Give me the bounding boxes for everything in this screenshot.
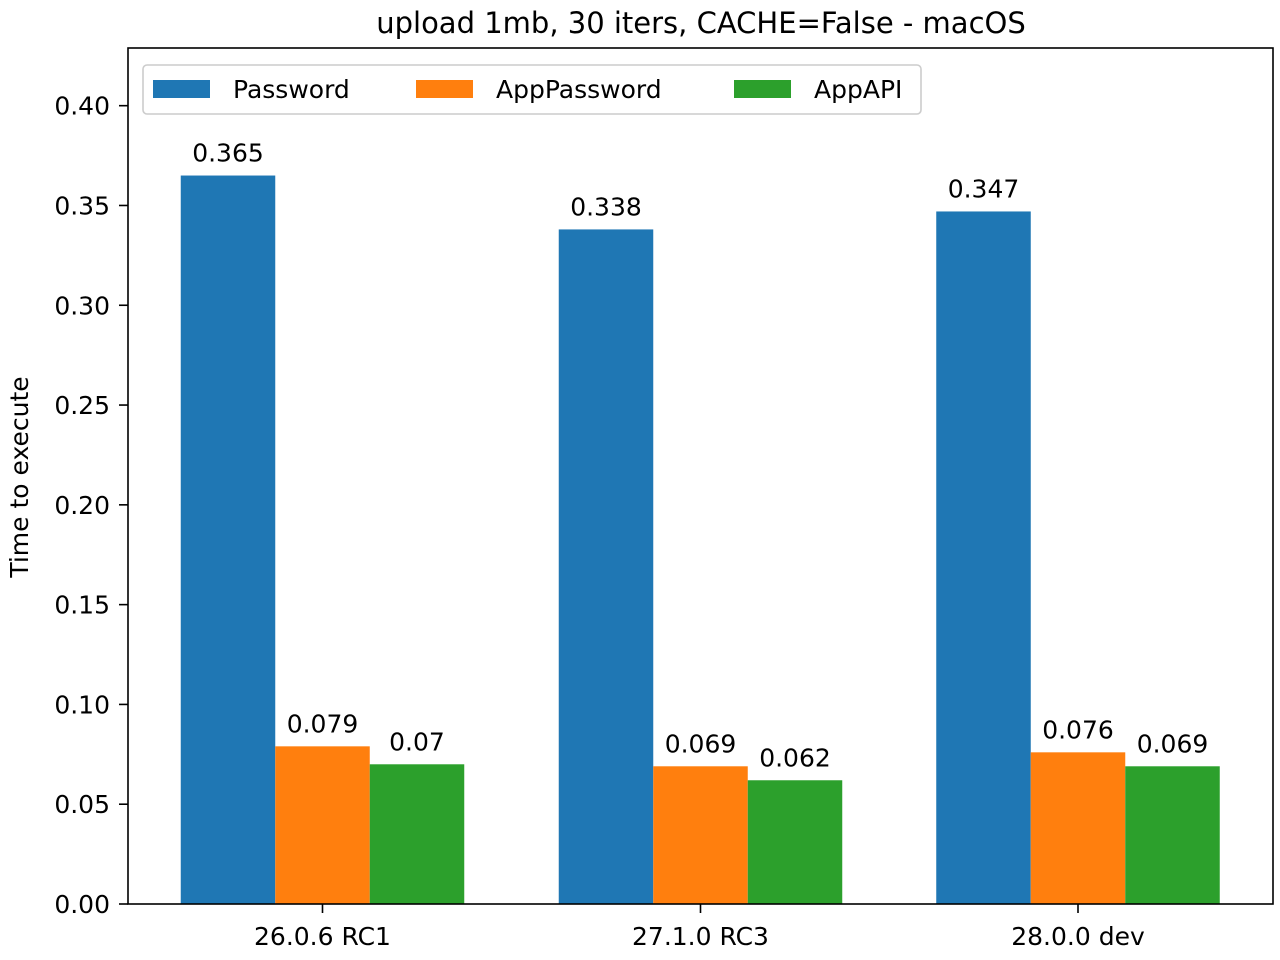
x-tick-label: 28.0.0 dev (1011, 922, 1145, 951)
chart-title: upload 1mb, 30 iters, CACHE=False - macO… (376, 6, 1026, 40)
bars-group (180, 175, 1220, 905)
y-axis-ticks: 0.00 0.05 0.10 0.15 0.20 0.25 0.30 0.35 0.40 (54, 92, 128, 919)
bar-appapi-2 (747, 780, 843, 904)
y-tick-label: 0.40 (54, 92, 110, 121)
data-label-apppassword-2: 0.069 (665, 729, 737, 758)
legend-frame (142, 64, 922, 115)
bar-password-3 (936, 211, 1031, 904)
legend-swatch-password (153, 80, 210, 98)
y-tick-label: 0.00 (54, 890, 110, 919)
bar-appapi-3 (1125, 766, 1220, 904)
data-label-appapi-1: 0.07 (389, 727, 445, 756)
data-label-appapi-2: 0.062 (759, 743, 831, 772)
data-label-apppassword-1: 0.079 (287, 709, 359, 738)
legend-label-appapi: AppAPI (814, 75, 902, 104)
legend-swatch-appapi (734, 80, 791, 98)
legend-label-password: Password (233, 75, 350, 104)
bar-apppassword-3 (1030, 752, 1126, 904)
x-tick-label: 27.1.0 RC3 (632, 922, 769, 951)
y-tick-label: 0.30 (54, 291, 110, 320)
plot-frame (127, 47, 1274, 905)
y-tick-label: 0.25 (54, 391, 110, 420)
x-tick-label: 26.0.6 RC1 (254, 922, 391, 951)
data-labels-group: 0.365 0.338 0.347 0.079 0.069 0.076 0.07 0.062 0… (192, 139, 1208, 773)
y-tick-label: 0.05 (54, 790, 110, 819)
bar-apppassword-1 (275, 746, 370, 904)
y-tick-label: 0.20 (54, 491, 110, 520)
legend-swatch-apppassword (416, 80, 473, 98)
y-tick-label: 0.35 (54, 191, 110, 220)
data-label-password-3: 0.347 (948, 174, 1020, 203)
y-axis-label: Time to execute (5, 376, 34, 578)
bar-apppassword-2 (653, 766, 748, 904)
y-tick-label: 0.15 (54, 591, 110, 620)
x-axis-ticks: 26.0.6 RC1 27.1.0 RC3 28.0.0 dev (254, 904, 1145, 951)
bar-password-2 (558, 229, 654, 905)
y-tick-label: 0.10 (54, 690, 110, 719)
legend: Password AppPassword AppAPI (142, 64, 922, 115)
bar-password-1 (180, 175, 276, 904)
bar-appapi-1 (369, 764, 465, 904)
data-label-appapi-3: 0.069 (1137, 729, 1209, 758)
legend-label-apppassword: AppPassword (496, 75, 662, 104)
data-label-apppassword-3: 0.076 (1042, 715, 1114, 744)
data-label-password-1: 0.365 (192, 139, 264, 168)
data-label-password-2: 0.338 (570, 192, 642, 221)
